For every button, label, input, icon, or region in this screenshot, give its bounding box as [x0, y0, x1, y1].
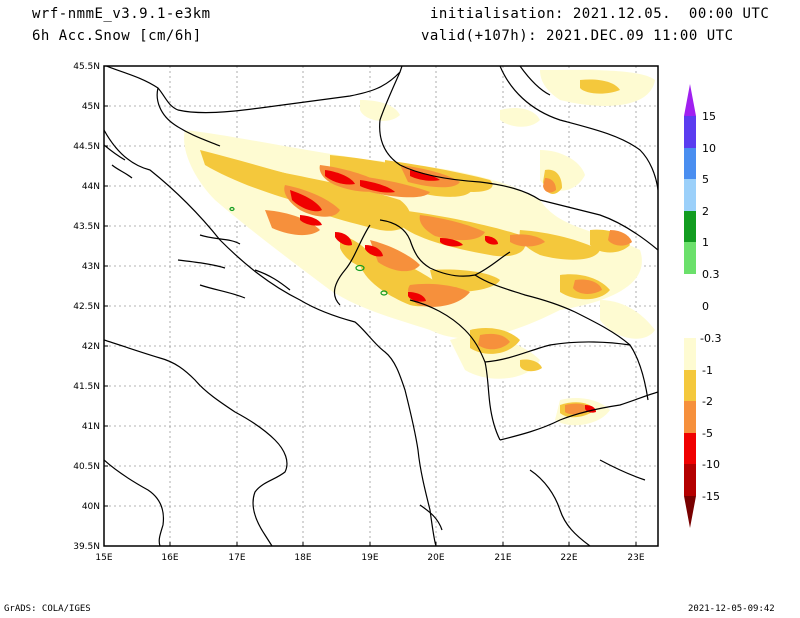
colorbar-label: -2 [702, 395, 713, 408]
colorbar-swatch [684, 338, 696, 370]
lon-label: 15E [95, 553, 112, 563]
lat-label: 40.5N [73, 462, 100, 472]
lon-label: 22E [560, 553, 577, 563]
colorbar-swatch [684, 401, 696, 433]
field-title: 6h Acc.Snow [cm/6h] [32, 28, 202, 44]
colorbar-swatch [684, 274, 696, 338]
lat-label: 41N [82, 422, 100, 432]
colorbar-label: 15 [702, 110, 716, 123]
lat-label: 45N [82, 102, 100, 112]
lon-label: 19E [361, 553, 378, 563]
lat-label: 42N [82, 342, 100, 352]
colorbar-label: 0.3 [702, 268, 720, 281]
coastlines-borders [104, 66, 658, 546]
colorbar-swatch [684, 116, 696, 148]
snow-field [184, 69, 655, 426]
lon-label: 17E [228, 553, 245, 563]
lon-label: 21E [494, 553, 511, 563]
lat-ticks [104, 105, 108, 507]
footer-credit: GrADS: COLA/IGES [4, 604, 91, 614]
lat-label: 43N [82, 262, 100, 272]
lat-label: 40N [82, 502, 100, 512]
lon-ticks [169, 542, 637, 546]
lat-label: 43.5N [73, 222, 100, 232]
colorbar-bottom-arrow [684, 496, 696, 528]
init-time: initialisation: 2021.12.05. 00:00 UTC [430, 6, 770, 22]
lon-axis: 15E 16E 17E 18E 19E 20E 21E 22E 23E [95, 553, 644, 563]
lat-label: 45.5N [73, 62, 100, 72]
footer-timestamp: 2021-12-05-09:42 [688, 604, 775, 614]
valid-time: valid(+107h): 2021.DEC.09 11:00 UTC [421, 28, 734, 44]
colorbar-label: 2 [702, 205, 709, 218]
lon-label: 23E [627, 553, 644, 563]
colorbar-label: 10 [702, 142, 716, 155]
lat-axis: 45.5N 45N 44.5N 44N 43.5N 43N 42.5N 42N … [73, 62, 100, 552]
model-title: wrf-nmmE_v3.9.1-e3km [32, 6, 211, 22]
colorbar-swatch [684, 179, 696, 211]
lat-label: 42.5N [73, 302, 100, 312]
colorbar-label: -1 [702, 364, 713, 377]
lat-label: 44N [82, 182, 100, 192]
colorbar-swatch [684, 464, 696, 496]
colorbar-swatch [684, 433, 696, 464]
colorbar-label: 0 [702, 300, 709, 313]
colorbar-label: 1 [702, 236, 709, 249]
lat-label: 44.5N [73, 142, 100, 152]
lat-label: 41.5N [73, 382, 100, 392]
colorbar-label: -0.3 [700, 332, 721, 345]
lon-label: 18E [294, 553, 311, 563]
colorbar-swatch [684, 242, 696, 274]
colorbar-label: -15 [702, 490, 720, 503]
colorbar [684, 84, 696, 528]
lon-label: 16E [161, 553, 178, 563]
colorbar-swatch [684, 370, 696, 401]
colorbar-label: -10 [702, 458, 720, 471]
lon-label: 20E [427, 553, 444, 563]
colorbar-swatch [684, 148, 696, 179]
colorbar-swatch [684, 211, 696, 242]
colorbar-top-arrow [684, 84, 696, 116]
colorbar-labels: 15 10 5 2 1 0.3 0 -0.3 -1 -2 -5 -10 -15 [700, 110, 721, 503]
colorbar-label: 5 [702, 173, 709, 186]
lat-label: 39.5N [73, 542, 100, 552]
colorbar-label: -5 [702, 427, 713, 440]
